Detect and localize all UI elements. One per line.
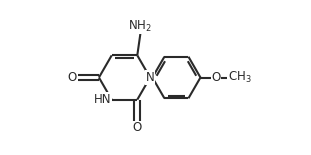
Text: O: O <box>67 71 77 84</box>
Text: O: O <box>211 71 220 84</box>
Text: CH$_3$: CH$_3$ <box>228 70 251 85</box>
Text: N: N <box>146 71 155 84</box>
Text: HN: HN <box>94 93 112 106</box>
Text: O: O <box>133 121 142 134</box>
Text: NH$_2$: NH$_2$ <box>128 19 152 34</box>
